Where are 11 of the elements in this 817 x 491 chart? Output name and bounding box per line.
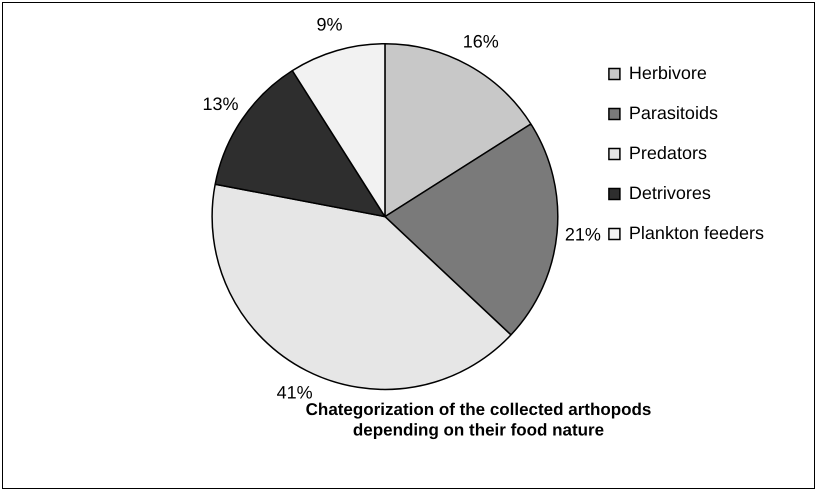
data-label: 16% bbox=[462, 31, 499, 52]
legend-label: Parasitoids bbox=[628, 102, 718, 123]
data-label: 41% bbox=[276, 382, 313, 403]
legend-label: Detrivores bbox=[628, 182, 711, 203]
data-label: 13% bbox=[202, 94, 239, 114]
data-label: 21% bbox=[564, 224, 601, 244]
data-label: 9% bbox=[316, 14, 342, 35]
legend-label: Herbivore bbox=[628, 62, 707, 83]
legend-label: Plankton feeders bbox=[628, 222, 764, 243]
legend-label: Predators bbox=[628, 142, 707, 163]
text: Chategorization of the collected arthopods depending on their food nature bbox=[306, 400, 652, 440]
